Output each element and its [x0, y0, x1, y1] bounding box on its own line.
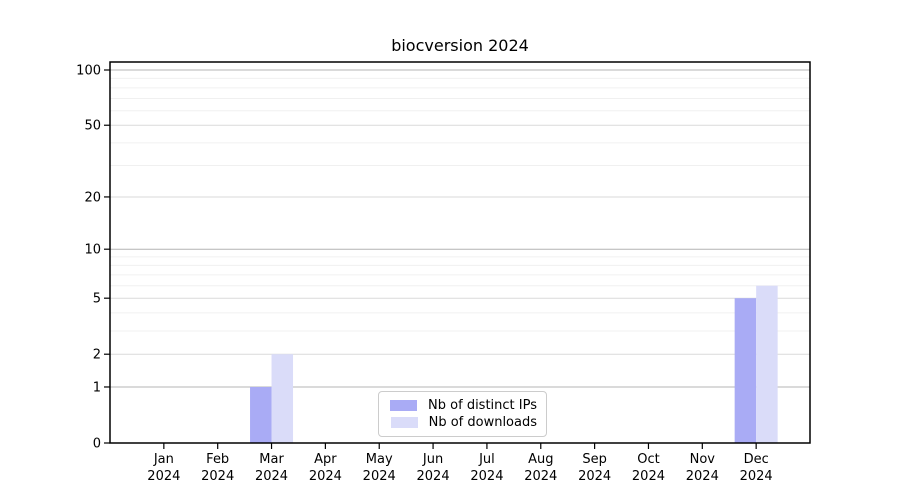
x-tick-label: Sep 2024 — [578, 452, 611, 484]
legend-item: Nb of distinct IPs — [386, 397, 537, 414]
x-tick-label: Apr 2024 — [309, 452, 342, 484]
y-tick-label: 5 — [93, 292, 101, 307]
x-tick-label: May 2024 — [363, 452, 396, 484]
legend-label: Nb of downloads — [428, 415, 537, 430]
legend-item: Nb of downloads — [386, 414, 537, 431]
y-tick-label: 20 — [84, 190, 101, 205]
legend-swatch — [390, 400, 418, 411]
bar-downloads — [756, 285, 778, 443]
x-tick-label: Jan 2024 — [147, 452, 180, 484]
x-tick-label: Jun 2024 — [417, 452, 450, 484]
x-tick-label: Feb 2024 — [201, 452, 234, 484]
y-tick-label: 1 — [93, 380, 101, 395]
bar-downloads — [271, 354, 294, 443]
y-tick-label: 2 — [93, 348, 101, 363]
plot-border — [109, 61, 811, 444]
y-tick-label: 100 — [76, 64, 101, 79]
legend-label: Nb of distinct IPs — [428, 398, 537, 413]
x-tick-label: Mar 2024 — [255, 452, 288, 484]
chart-legend: Nb of distinct IPs Nb of downloads — [378, 391, 547, 437]
y-tick-label: 10 — [84, 243, 101, 258]
x-tick-label: Aug 2024 — [524, 452, 557, 484]
x-tick-label: Nov 2024 — [686, 452, 719, 484]
bar-distinct-ips — [250, 386, 272, 443]
x-tick-label: Jul 2024 — [470, 452, 503, 484]
chart-title: biocversion 2024 — [391, 36, 529, 55]
legend-swatch — [390, 417, 418, 428]
x-tick-label: Oct 2024 — [632, 452, 665, 484]
y-tick-label: 0 — [93, 437, 101, 452]
bar-distinct-ips — [734, 298, 757, 443]
y-tick-label: 50 — [84, 119, 101, 134]
x-tick-label: Dec 2024 — [740, 452, 773, 484]
